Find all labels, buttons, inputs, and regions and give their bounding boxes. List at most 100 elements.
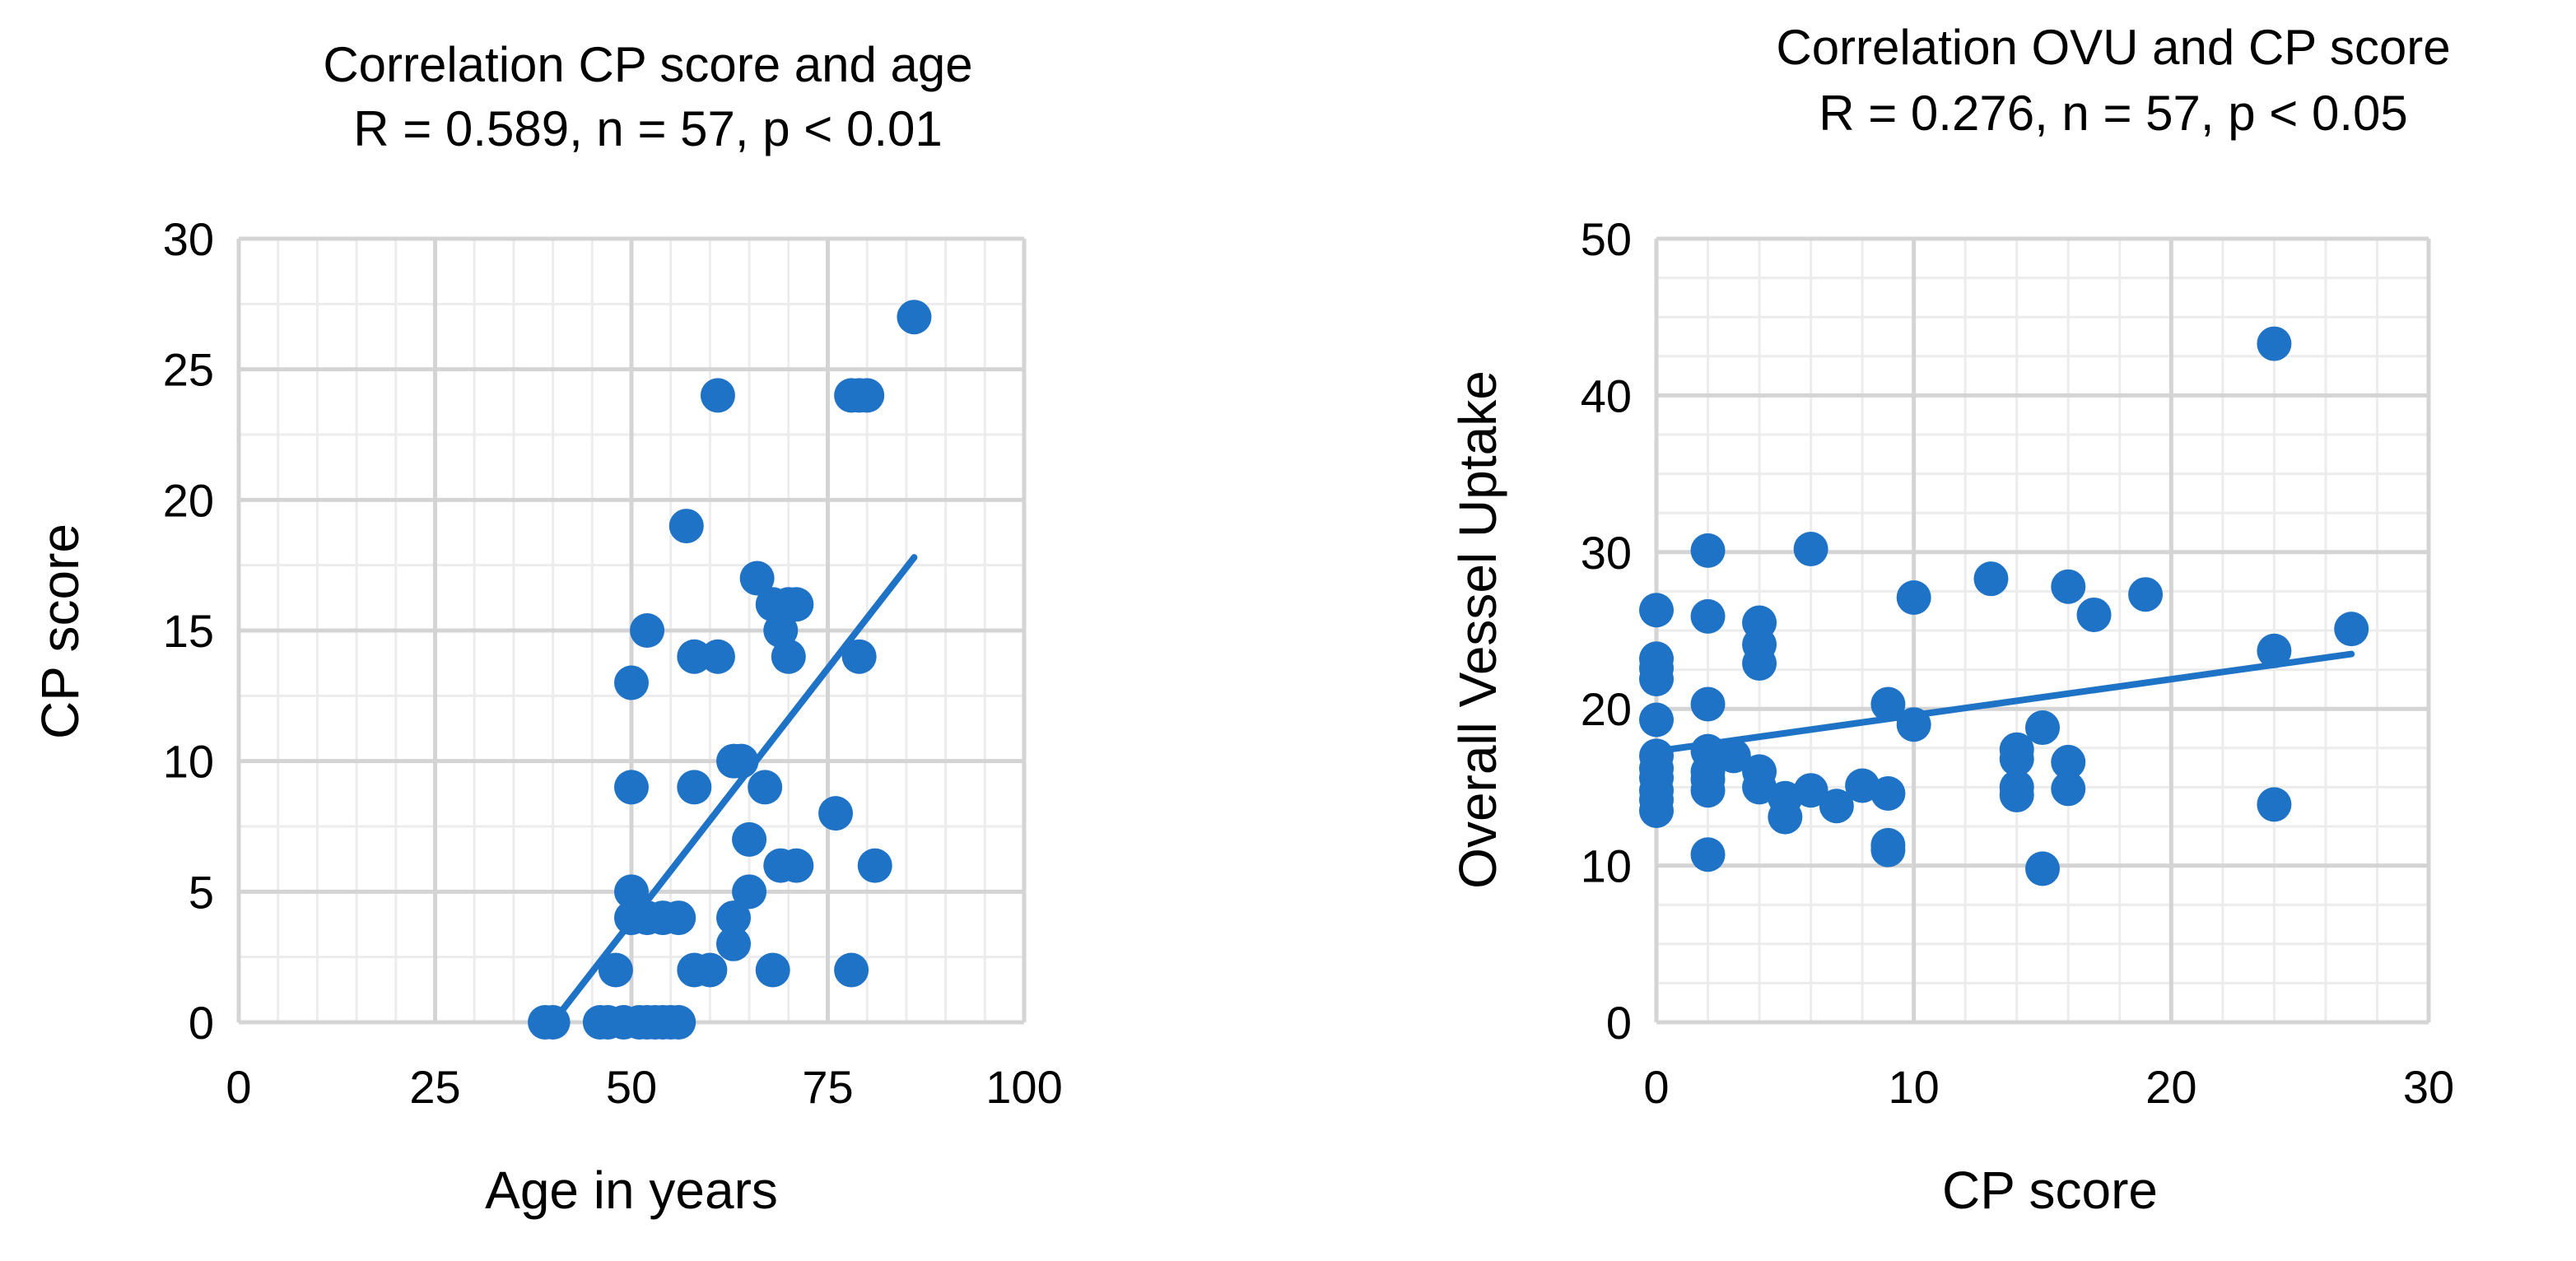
data-point: [1793, 531, 1828, 566]
trendline: [1653, 650, 2355, 755]
data-point: [661, 900, 696, 936]
chart-age-cp: Correlation CP score and age R = 0.589, …: [30, 37, 1063, 1220]
data-point: [1690, 598, 1726, 634]
data-point: [2025, 710, 2060, 746]
chart-cp-ovu: Correlation OVU and CP score R = 0.276, …: [1448, 20, 2454, 1220]
chart2-y-axis-label: Overall Vessel Uptake: [1448, 370, 1507, 889]
data-point: [897, 300, 932, 335]
y-tick-label: 0: [189, 997, 214, 1049]
chart1-x-ticks: 0 25 50 75 100: [226, 1061, 1062, 1113]
data-point: [677, 770, 712, 805]
data-point: [2051, 569, 2086, 604]
x-tick-label: 0: [1643, 1061, 1669, 1113]
data-point: [1690, 837, 1726, 872]
data-point: [2128, 577, 2164, 612]
data-point: [1999, 777, 2034, 812]
y-tick-label: 50: [1581, 213, 1632, 265]
data-point: [614, 770, 649, 805]
chart1-y-ticks: 0 5 10 15 20 25 30: [163, 213, 214, 1049]
chart2-subtitle: R = 0.276, n = 57, p < 0.05: [1819, 86, 2408, 141]
chart2-x-axis-label: CP score: [1942, 1161, 2158, 1220]
data-point: [598, 952, 633, 988]
data-point: [668, 509, 704, 544]
data-point: [834, 952, 869, 988]
x-tick-label: 75: [802, 1061, 853, 1113]
x-tick-label: 50: [606, 1061, 657, 1113]
data-point: [2257, 787, 2292, 822]
data-point: [1896, 580, 1931, 616]
data-point: [535, 1005, 571, 1040]
data-point: [850, 378, 885, 413]
data-point: [1639, 662, 1674, 697]
data-point: [1870, 686, 1906, 722]
data-point: [818, 796, 854, 831]
data-point: [1793, 773, 1828, 808]
data-point: [2334, 612, 2369, 647]
data-point: [1870, 776, 1906, 812]
data-point: [1819, 789, 1854, 824]
chart2-title: Correlation OVU and CP score: [1776, 20, 2450, 75]
y-tick-label: 20: [1581, 683, 1632, 735]
data-point: [763, 613, 799, 648]
y-tick-label: 40: [1581, 370, 1632, 421]
y-tick-label: 20: [163, 474, 214, 526]
data-point: [841, 639, 877, 674]
y-tick-label: 30: [1581, 527, 1632, 579]
chart1-points: [528, 300, 932, 1040]
data-point: [716, 926, 752, 961]
data-point: [700, 378, 735, 413]
data-point: [1973, 561, 2009, 597]
data-point: [1639, 793, 1674, 828]
data-point: [748, 770, 783, 805]
chart2-x-ticks: 0 10 20 30: [1643, 1061, 2454, 1113]
chart2-trendline-group: [1653, 650, 2355, 755]
data-point: [779, 848, 814, 883]
data-point: [1870, 832, 1906, 868]
data-point: [1690, 533, 1726, 568]
y-tick-label: 0: [1606, 997, 1632, 1049]
x-tick-label: 100: [985, 1061, 1062, 1113]
data-point: [732, 874, 767, 910]
chart1-subtitle: R = 0.589, n = 57, p < 0.01: [353, 101, 943, 156]
data-point: [2051, 771, 2086, 807]
y-tick-label: 15: [163, 605, 214, 657]
data-point: [614, 665, 649, 700]
chart1-x-axis-label: Age in years: [485, 1161, 778, 1220]
x-tick-label: 25: [409, 1061, 460, 1113]
data-point: [732, 821, 767, 857]
data-point: [739, 561, 775, 596]
data-point: [2025, 851, 2060, 886]
data-point: [661, 1005, 696, 1040]
data-point: [779, 587, 814, 622]
data-point: [1690, 686, 1726, 722]
data-point: [1768, 799, 1803, 835]
data-point: [1999, 742, 2034, 777]
y-tick-label: 30: [163, 213, 214, 265]
trendline: [549, 554, 918, 1026]
data-point: [1896, 707, 1931, 742]
data-point: [2076, 597, 2112, 632]
data-point: [2257, 326, 2292, 361]
data-point: [857, 848, 892, 883]
data-point: [1639, 702, 1674, 738]
x-tick-label: 0: [226, 1061, 251, 1113]
data-point: [2257, 633, 2292, 668]
data-point: [1639, 593, 1674, 628]
y-tick-label: 5: [189, 866, 214, 918]
chart1-trendline-group: [549, 554, 918, 1026]
chart1-y-axis-label: CP score: [30, 523, 90, 739]
y-tick-label: 25: [163, 344, 214, 396]
data-point: [1716, 738, 1751, 774]
x-tick-label: 30: [2403, 1061, 2454, 1113]
data-point: [716, 900, 752, 936]
y-tick-label: 10: [1581, 840, 1632, 892]
data-point: [614, 874, 649, 910]
data-point: [1690, 773, 1726, 808]
data-point: [700, 639, 735, 674]
chart2-y-ticks: 0 10 20 30 40 50: [1581, 213, 1632, 1049]
data-point: [1742, 645, 1777, 681]
chart2-points: [1639, 326, 2369, 886]
x-tick-label: 20: [2145, 1061, 2196, 1113]
data-point: [755, 952, 790, 988]
